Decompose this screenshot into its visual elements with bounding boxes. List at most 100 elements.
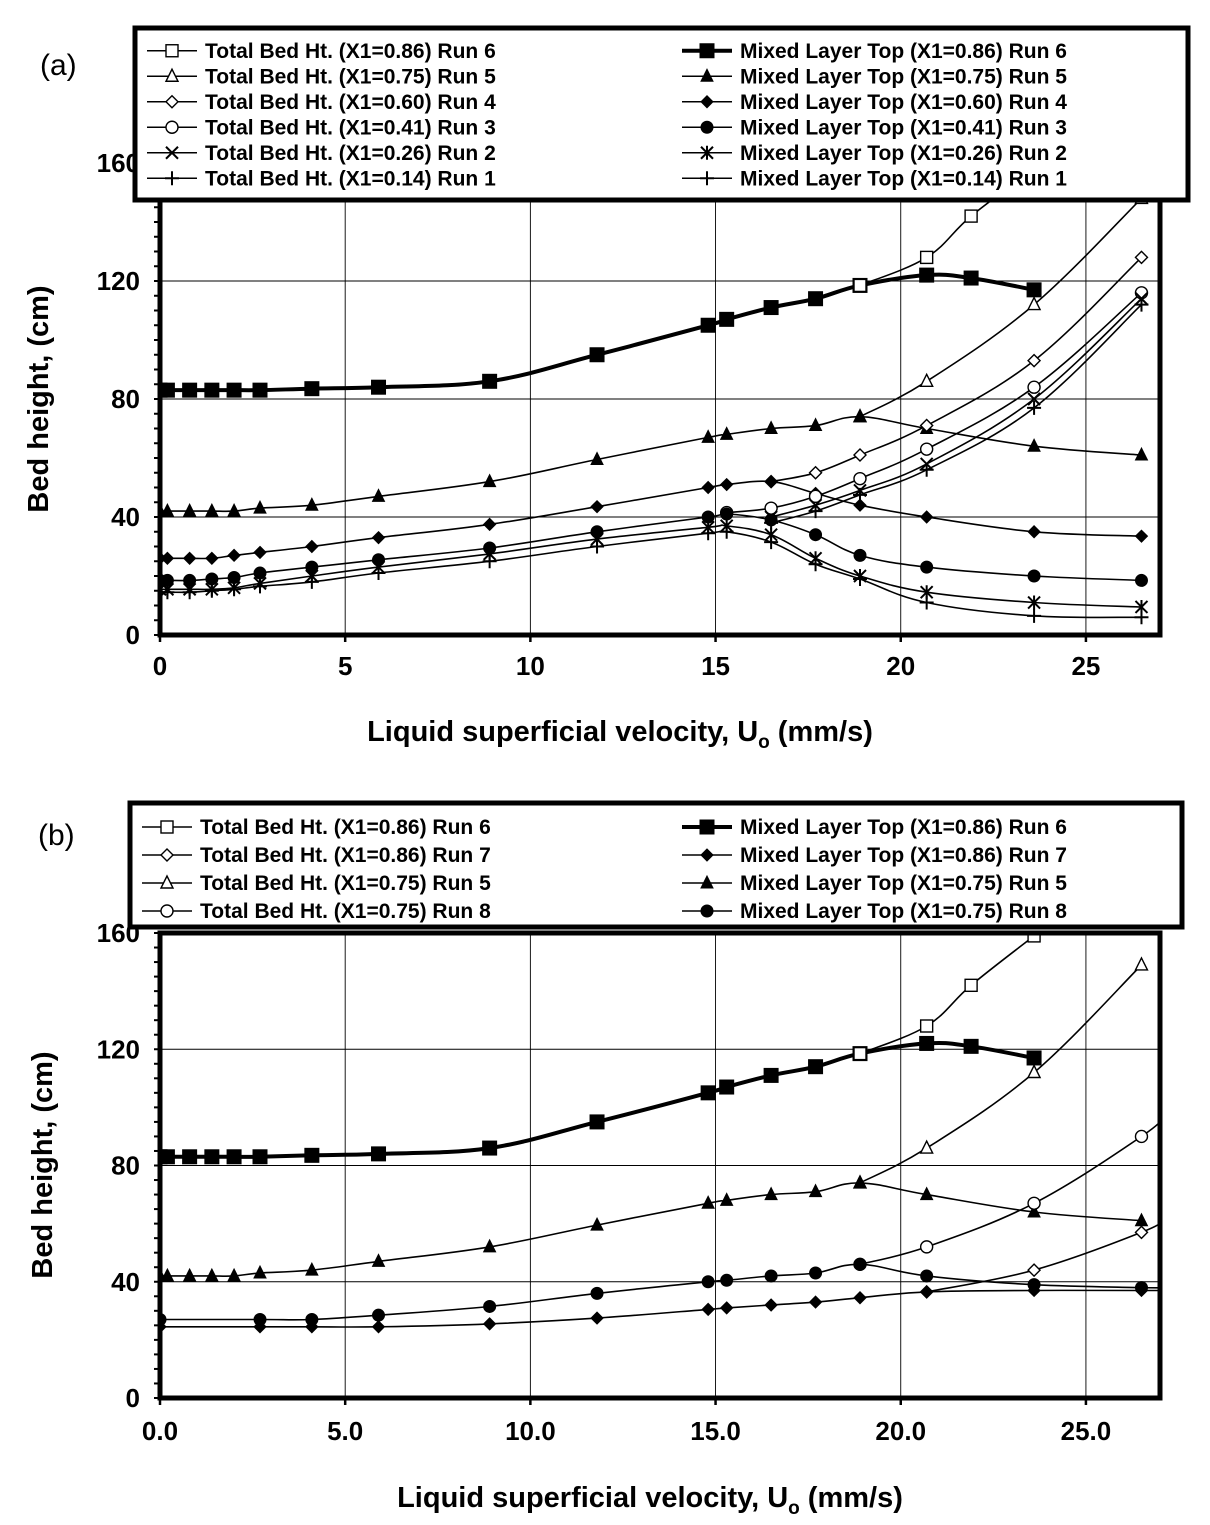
data-point xyxy=(919,1240,934,1254)
data-point xyxy=(1027,569,1041,583)
data-point xyxy=(700,317,716,333)
legend-entry: Mixed Layer Top (X1=0.86) Run 6 xyxy=(682,40,1067,63)
x-axis-title-units: (mm/s) xyxy=(770,716,873,748)
data-point xyxy=(919,1019,934,1033)
data-point xyxy=(808,1295,823,1309)
data-point xyxy=(253,1320,267,1334)
series-3 xyxy=(160,1174,1149,1282)
x-tick-label: 25 xyxy=(1071,651,1100,681)
data-point xyxy=(1027,380,1041,394)
data-point xyxy=(964,209,978,223)
x-tick-label: 15 xyxy=(701,651,730,681)
data-point xyxy=(1027,1196,1041,1210)
x-tick-label: 0.0 xyxy=(142,1416,178,1446)
data-point xyxy=(371,1320,386,1334)
data-point xyxy=(590,539,605,554)
legend-entry: Mixed Layer Top (X1=0.86) Run 6 xyxy=(682,816,1067,839)
data-point xyxy=(160,382,175,398)
data-point xyxy=(764,1298,778,1312)
legend-entry: Total Bed Ht. (X1=0.75) Run 5 xyxy=(147,65,496,88)
series-line xyxy=(160,530,1142,619)
data-point xyxy=(482,517,497,532)
series-0 xyxy=(160,1035,1042,1165)
data-point xyxy=(719,524,734,539)
y-tick-label: 80 xyxy=(111,1151,140,1181)
data-point xyxy=(853,471,867,486)
data-point xyxy=(920,560,934,574)
data-point xyxy=(372,1308,386,1322)
legend-entry: Mixed Layer Top (X1=0.60) Run 4 xyxy=(682,91,1067,114)
legend-box xyxy=(127,800,1185,930)
y-axis-title: Bed height, (cm) xyxy=(27,1051,59,1278)
data-point xyxy=(483,1299,497,1313)
legend-entry: Total Bed Ht. (X1=0.86) Run 6 xyxy=(147,40,496,63)
data-point xyxy=(204,1149,220,1165)
data-point xyxy=(808,417,823,432)
data-point xyxy=(808,1059,824,1075)
legend-label: Total Bed Ht. (X1=0.86) Run 6 xyxy=(205,40,496,63)
data-point xyxy=(160,502,175,517)
x-axis-title: Liquid superficial velocity, Uo (mm/s) xyxy=(367,716,873,753)
data-point xyxy=(182,1149,198,1165)
legend-entry: Mixed Layer Top (X1=0.14) Run 1 xyxy=(682,167,1067,190)
y-tick-label: 40 xyxy=(111,502,140,532)
legend-entry: Total Bed Ht. (X1=0.41) Run 3 xyxy=(147,116,496,139)
data-point xyxy=(719,477,734,492)
series-line xyxy=(859,964,1143,1184)
data-point xyxy=(590,1216,604,1231)
data-point xyxy=(253,579,267,594)
data-point xyxy=(719,1079,735,1095)
data-point xyxy=(808,1183,823,1198)
data-point xyxy=(305,1262,319,1276)
data-point xyxy=(764,1269,778,1283)
legend-label: Total Bed Ht. (X1=0.14) Run 1 xyxy=(205,167,496,190)
panel-label: (a) xyxy=(40,49,77,82)
data-point xyxy=(371,1146,387,1162)
data-point xyxy=(160,585,175,600)
y-tick-label: 40 xyxy=(111,1267,140,1297)
data-point xyxy=(808,504,823,519)
legend-marker xyxy=(700,68,714,82)
legend-marker xyxy=(160,904,174,918)
x-tick-label: 0 xyxy=(153,651,167,681)
data-point xyxy=(853,278,867,293)
data-point xyxy=(182,382,198,398)
x-tick-label: 5.0 xyxy=(327,1416,363,1446)
series-5 xyxy=(160,474,1149,566)
data-point xyxy=(482,554,497,569)
legend-entry: Total Bed Ht. (X1=0.14) Run 1 xyxy=(147,167,496,190)
legend-label: Mixed Layer Top (X1=0.86) Run 6 xyxy=(740,816,1067,839)
data-point xyxy=(719,426,734,440)
legend-marker xyxy=(165,120,179,134)
legend-marker xyxy=(700,904,714,918)
data-point xyxy=(919,462,934,477)
y-tick-label: 80 xyxy=(111,384,140,414)
x-tick-label: 15.0 xyxy=(690,1416,741,1446)
data-point xyxy=(919,1139,934,1154)
data-point xyxy=(253,545,267,560)
series-line xyxy=(160,1040,1035,1159)
legend-marker xyxy=(165,94,179,109)
data-point xyxy=(919,1285,934,1299)
data-point xyxy=(1027,933,1041,943)
data-point xyxy=(701,480,715,495)
data-point xyxy=(182,551,197,566)
legend-entry: Mixed Layer Top (X1=0.75) Run 5 xyxy=(682,65,1067,88)
data-point xyxy=(1027,400,1042,415)
data-point xyxy=(719,311,735,327)
x-tick-label: 10 xyxy=(516,651,545,681)
data-point xyxy=(160,1149,175,1165)
data-point xyxy=(1134,956,1149,971)
legend-label: Mixed Layer Top (X1=0.75) Run 5 xyxy=(740,872,1067,895)
series-line xyxy=(160,1182,1142,1277)
data-point xyxy=(371,379,387,395)
legend-marker xyxy=(165,171,179,186)
legend-entry: Total Bed Ht. (X1=0.26) Run 2 xyxy=(147,142,496,165)
data-point xyxy=(719,1301,734,1315)
x-tick-label: 5 xyxy=(338,651,352,681)
series-8 xyxy=(764,291,1149,524)
data-point xyxy=(227,582,242,597)
series-3 xyxy=(160,408,1149,517)
legend-entry: Mixed Layer Top (X1=0.41) Run 3 xyxy=(682,116,1067,139)
